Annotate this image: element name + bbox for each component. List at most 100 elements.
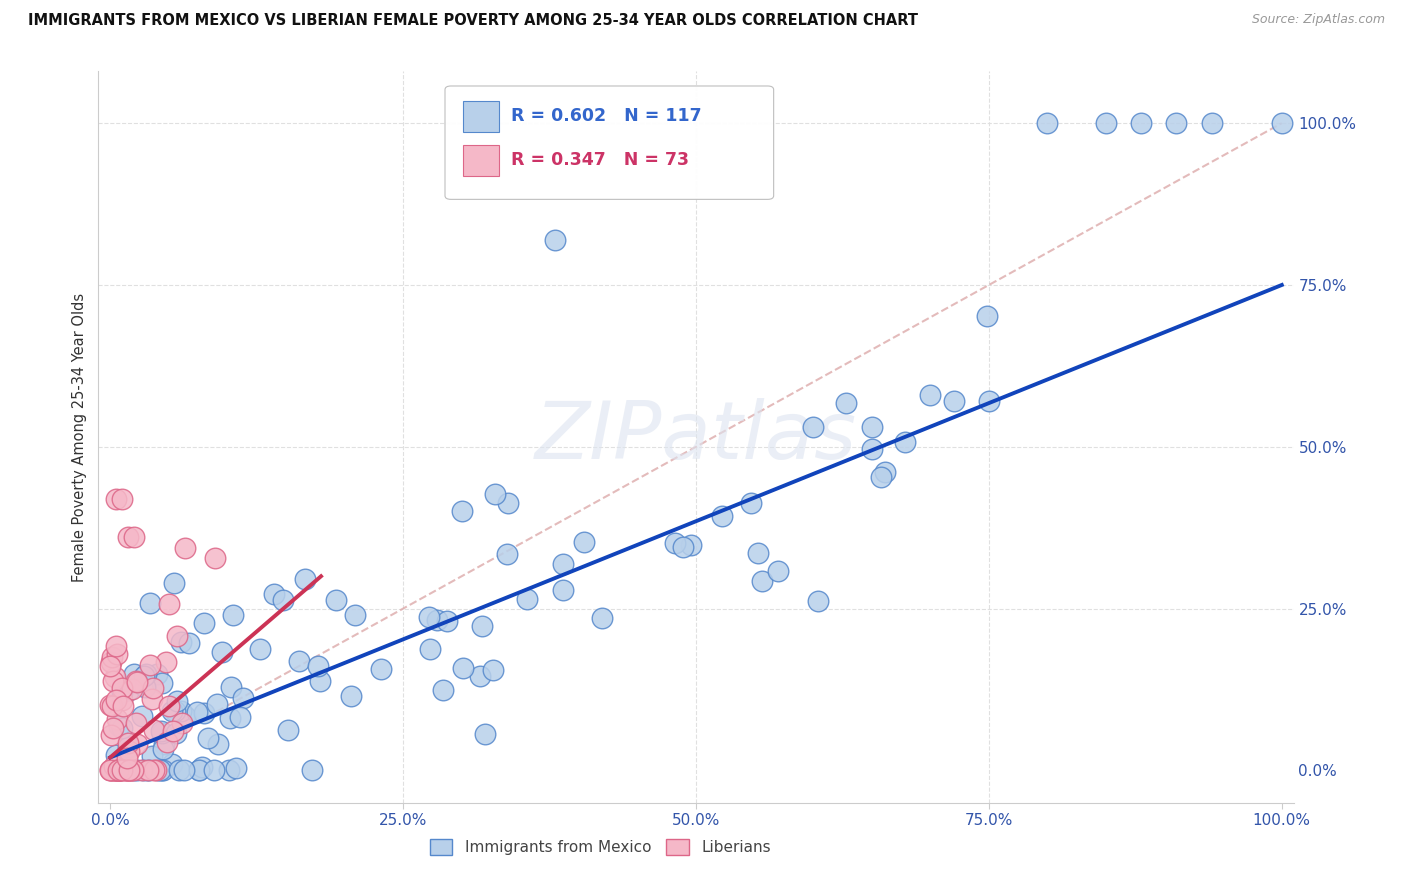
Point (166, 629, 188, 643)
Y-axis label: Female Poverty Among 25-34 Year Olds: Female Poverty Among 25-34 Year Olds (72, 293, 87, 582)
Point (150, 676, 173, 690)
Point (100, 764, 122, 778)
Point (553, 583, 575, 598)
Point (920, 388, 942, 402)
Point (165, 725, 187, 739)
Point (225, 761, 247, 775)
Point (186, 705, 208, 719)
Point (301, 764, 323, 778)
Point (100, 698, 122, 713)
Point (263, 586, 285, 600)
Point (207, 737, 229, 751)
Point (451, 661, 474, 675)
Point (155, 655, 177, 669)
Point (149, 723, 172, 738)
Point (107, 764, 129, 778)
Point (157, 698, 180, 713)
Point (160, 757, 183, 772)
Point (110, 764, 132, 778)
Point (860, 442, 883, 456)
Point (159, 597, 181, 611)
Point (124, 764, 146, 778)
Point (207, 697, 229, 711)
Point (271, 592, 294, 607)
Point (122, 666, 145, 681)
Point (740, 495, 762, 509)
Point (484, 487, 506, 501)
Point (118, 764, 141, 778)
Point (470, 669, 492, 683)
Bar (463, 102, 499, 132)
Text: R = 0.347   N = 73: R = 0.347 N = 73 (510, 151, 689, 169)
Point (122, 530, 145, 544)
Point (193, 706, 215, 720)
Point (152, 742, 174, 756)
Text: IMMIGRANTS FROM MEXICO VS LIBERIAN FEMALE POVERTY AMONG 25-34 YEAR OLDS CORRELAT: IMMIGRANTS FROM MEXICO VS LIBERIAN FEMAL… (28, 13, 918, 29)
Point (135, 667, 157, 681)
Point (103, 758, 125, 772)
Point (104, 764, 127, 778)
Point (419, 641, 441, 656)
Point (143, 723, 166, 737)
Point (111, 491, 134, 506)
Point (104, 670, 127, 684)
Point (107, 647, 129, 661)
Point (146, 764, 169, 778)
Point (174, 709, 197, 723)
Point (807, 593, 830, 607)
Point (418, 609, 440, 624)
Point (1201, 116, 1223, 130)
Point (111, 722, 134, 736)
Point (894, 434, 917, 449)
Point (111, 681, 134, 695)
Point (105, 712, 128, 726)
Point (100, 658, 122, 673)
Point (801, 420, 824, 434)
Point (496, 496, 519, 510)
Point (100, 656, 122, 670)
Point (204, 551, 226, 566)
Point (125, 737, 148, 751)
Point (221, 608, 243, 623)
Point (115, 764, 138, 778)
Point (100, 728, 122, 742)
Point (482, 663, 505, 677)
Point (145, 764, 167, 778)
Point (860, 420, 883, 434)
Point (170, 704, 193, 718)
Point (307, 659, 329, 673)
Point (219, 680, 242, 694)
Point (179, 636, 201, 650)
Point (120, 764, 142, 778)
Point (218, 764, 240, 778)
Point (101, 673, 124, 688)
Point (167, 764, 190, 778)
Point (107, 764, 129, 778)
Point (138, 658, 160, 673)
Point (172, 715, 194, 730)
Bar (463, 145, 499, 176)
Point (98, 764, 121, 778)
Point (426, 613, 449, 627)
Point (121, 681, 143, 696)
Point (173, 764, 195, 778)
Point (110, 764, 132, 778)
Point (153, 737, 176, 751)
Point (114, 764, 136, 778)
Point (976, 309, 998, 323)
Point (187, 764, 209, 778)
Point (108, 764, 131, 778)
Point (118, 764, 141, 778)
Point (496, 547, 519, 561)
Point (125, 715, 148, 730)
Point (122, 764, 145, 778)
Point (125, 673, 148, 688)
Point (111, 692, 134, 706)
Point (117, 736, 139, 750)
Point (277, 723, 299, 738)
Point (101, 699, 124, 714)
Point (1271, 116, 1294, 130)
Point (747, 547, 769, 561)
Point (101, 722, 124, 736)
Text: Source: ZipAtlas.com: Source: ZipAtlas.com (1251, 13, 1385, 27)
